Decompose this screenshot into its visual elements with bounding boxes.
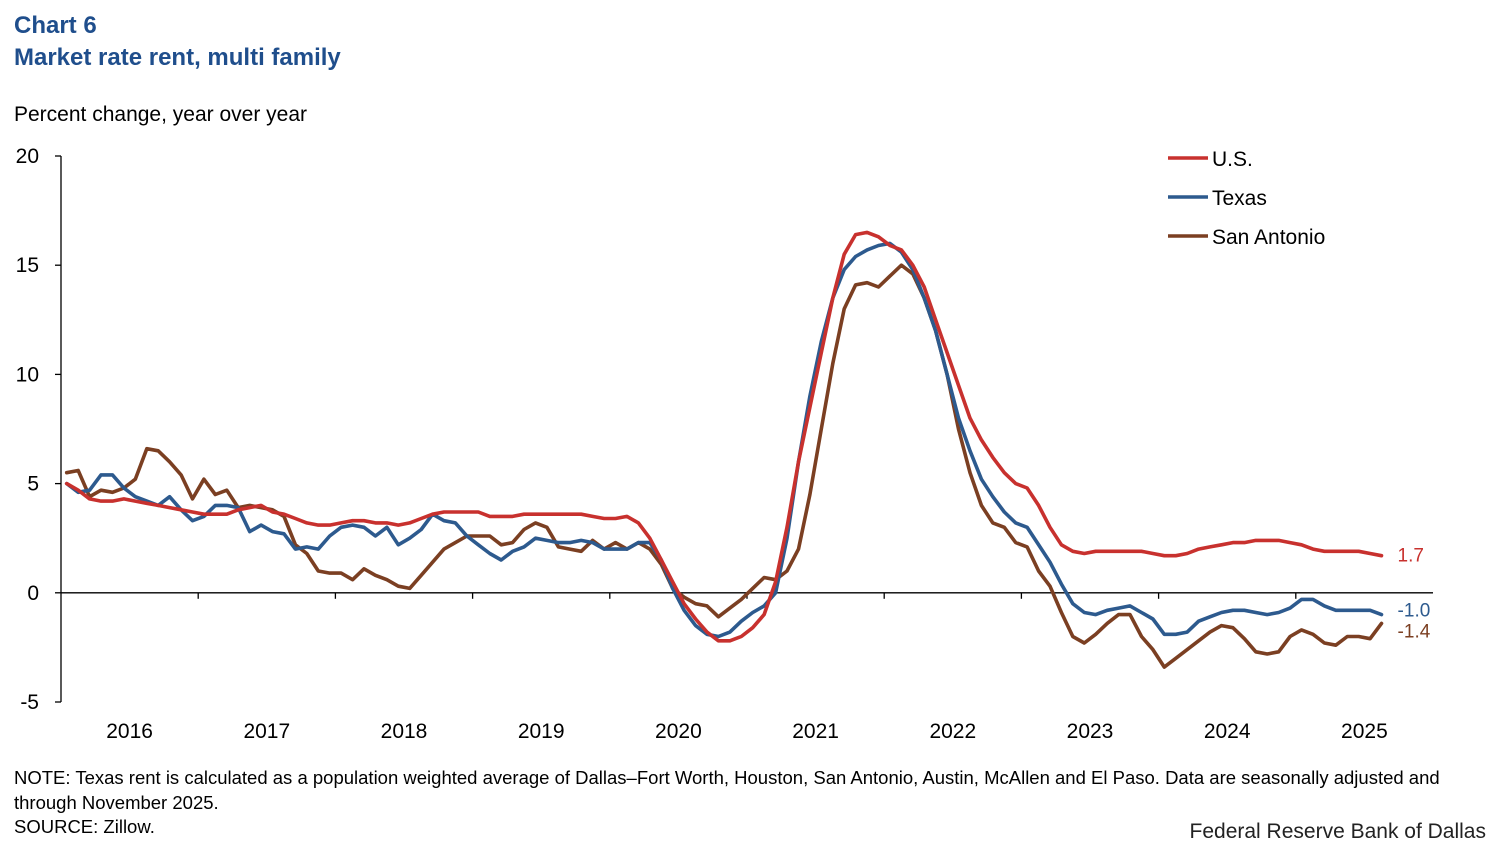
end-labels: 1.7 -1.0-1.4	[1398, 546, 1431, 643]
x-tick-label: 2016	[106, 720, 153, 743]
x-tick-label: 2017	[243, 720, 290, 743]
x-tick-label: 2025	[1341, 720, 1388, 743]
x-tick-label: 2021	[792, 720, 839, 743]
x-tick-label: 2022	[929, 720, 976, 743]
end-value-label: -1.0	[1398, 601, 1431, 622]
axes: -5 0 5 10 15 20 2016 2017 2018 2019 2020 2021 2022 20…	[16, 145, 1433, 743]
y-tick-label: -5	[20, 691, 39, 714]
end-value-label: -1.4	[1398, 621, 1431, 642]
y-tick-label: 15	[16, 254, 39, 277]
x-tick-label: 2020	[655, 720, 702, 743]
series-line-texas	[64, 241, 1384, 639]
chart-number: Chart 6	[14, 12, 97, 39]
source-note: SOURCE: Zillow.	[14, 816, 155, 837]
y-axis-label: Percent change, year over year	[14, 103, 307, 126]
legend-label: U.S.	[1212, 148, 1253, 171]
y-tick-label: 0	[27, 582, 39, 605]
x-tick-label: 2019	[518, 720, 565, 743]
legend: U.S. Texas San Antonio	[1168, 148, 1325, 249]
y-tick-label: 10	[16, 363, 39, 386]
line-chart: -5 0 5 10 15 20 2016 2017 2018 2019 2020 2021 2022 20…	[16, 145, 1433, 743]
y-tick-label: 5	[27, 473, 39, 496]
end-value-label: 1.7	[1398, 546, 1424, 567]
legend-label: Texas	[1212, 187, 1267, 210]
x-tick-label: 2023	[1067, 720, 1114, 743]
x-tick-label: 2018	[381, 720, 428, 743]
series-line-san-antonio	[64, 263, 1384, 669]
series-line-u-s	[64, 230, 1384, 643]
x-tick-label: 2024	[1204, 720, 1251, 743]
y-tick-label: 20	[16, 145, 39, 168]
legend-label: San Antonio	[1212, 226, 1325, 249]
chart-title: Market rate rent, multi family	[14, 44, 341, 71]
publisher-credit: Federal Reserve Bank of Dallas	[1189, 820, 1486, 843]
footnote: NOTE: Texas rent is calculated as a popu…	[14, 767, 1440, 813]
series-lines	[64, 230, 1384, 669]
